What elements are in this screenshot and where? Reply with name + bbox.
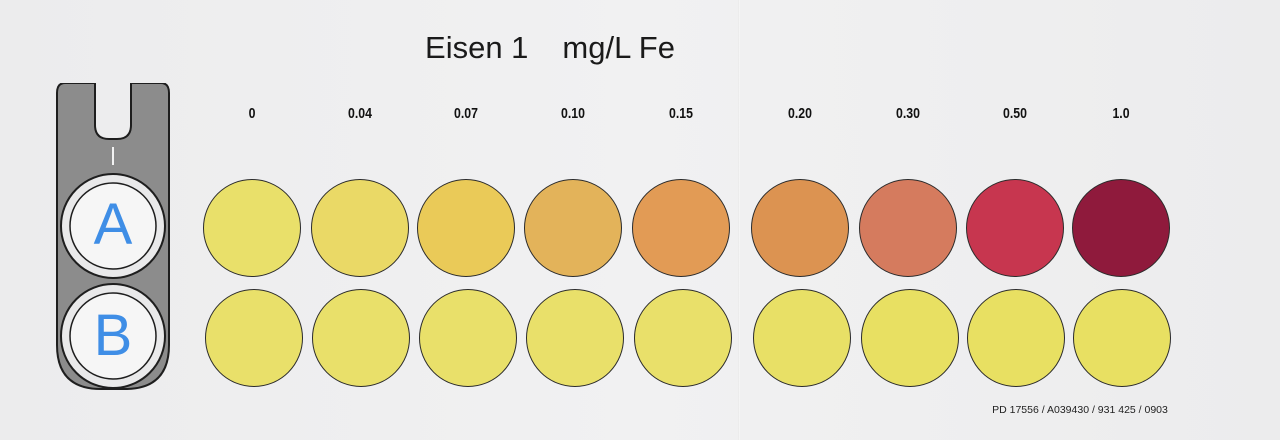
page-title: Eisen 1 mg/L Fe xyxy=(0,30,1100,66)
color-swatch-b xyxy=(419,289,517,387)
color-swatch-b xyxy=(753,289,851,387)
unit-label: mg/L Fe xyxy=(562,30,675,65)
color-swatch-b xyxy=(526,289,624,387)
concentration-label: 0.04 xyxy=(348,105,372,122)
cuvette-holder-icon xyxy=(55,83,171,392)
color-swatch-a xyxy=(859,179,957,277)
color-swatch-a xyxy=(751,179,849,277)
color-swatch-a xyxy=(311,179,409,277)
concentration-label: 0.10 xyxy=(561,105,585,122)
concentration-label: 0.07 xyxy=(454,105,478,122)
color-swatch-b xyxy=(967,289,1065,387)
color-swatch-a xyxy=(966,179,1064,277)
color-swatch-b xyxy=(205,289,303,387)
color-swatch-a xyxy=(524,179,622,277)
reagent-name: Eisen 1 xyxy=(425,30,529,65)
concentration-label: 0.20 xyxy=(788,105,812,122)
concentration-label: 0.50 xyxy=(1003,105,1027,122)
color-swatch-b xyxy=(634,289,732,387)
color-swatch-b xyxy=(312,289,410,387)
concentration-label: 0 xyxy=(248,105,256,122)
card-fold-line xyxy=(738,0,740,440)
slot-a-label: A xyxy=(93,192,133,257)
product-code: PD 17556 / A039430 / 931 425 / 0903 xyxy=(992,404,1168,416)
concentration-label: 0.30 xyxy=(896,105,920,122)
concentration-label: 1.0 xyxy=(1112,105,1130,122)
color-swatch-a xyxy=(1072,179,1170,277)
color-swatch-a xyxy=(417,179,515,277)
color-swatch-a xyxy=(632,179,730,277)
color-swatch-b xyxy=(861,289,959,387)
concentration-label: 0.15 xyxy=(669,105,693,122)
color-swatch-b xyxy=(1073,289,1171,387)
color-swatch-a xyxy=(203,179,301,277)
slot-b-label: B xyxy=(93,303,133,368)
